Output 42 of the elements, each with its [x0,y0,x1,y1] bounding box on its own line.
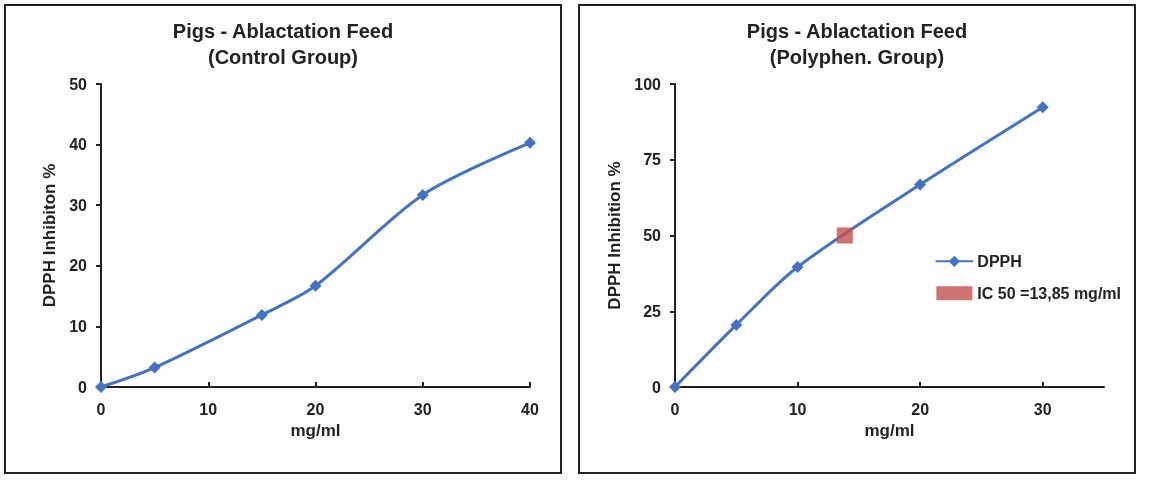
point [730,318,743,331]
y-tick-label: 75 [643,151,662,169]
point [914,178,927,191]
point [309,279,322,292]
point [148,361,161,374]
x-tick-label: 30 [413,400,432,418]
point [95,381,107,393]
x-tick-label: 40 [521,400,539,418]
point [791,261,804,274]
y-tick-label: 40 [69,136,88,154]
y-tick-label: 100 [634,75,662,93]
x-axis-title: mg/ml [290,420,341,440]
chart-subtitle: (Polyphen. Group) [769,46,945,68]
legend-label: IC 50 =13,85 mg/ml [977,284,1122,302]
y-tick-label: 0 [652,378,662,396]
legend-label: DPPH [977,252,1022,270]
chart-title: Pigs - Ablactation Feed [172,20,394,42]
chart-subtitle: (Control Group) [208,46,358,68]
y-tick-label: 0 [78,378,88,396]
y-tick-label: 25 [643,302,662,320]
x-tick-label: 20 [911,400,930,418]
y-tick-label: 20 [69,257,88,275]
x-tick-label: 0 [670,400,680,418]
y-tick-label: 30 [69,196,88,214]
x-tick-label: 30 [1033,400,1052,418]
point [1036,101,1049,114]
point [836,227,853,244]
x-tick-label: 10 [199,400,218,418]
chart-title: Pigs - Ablactation Feed [746,20,968,42]
y-axis-title: DPPH Inhibition % [605,161,625,310]
y-tick-label: 50 [69,75,88,93]
x-tick-label: 10 [788,400,807,418]
x-tick-label: 0 [96,400,106,418]
y-axis-title: DPPH Inhibiton % [40,163,60,308]
point [669,381,681,393]
point [524,136,536,149]
x-axis-title: mg/ml [864,420,915,440]
point [416,188,429,201]
x-tick-label: 20 [306,400,325,418]
point [255,308,268,321]
y-tick-label: 50 [643,227,662,244]
y-tick-label: 10 [69,317,88,335]
